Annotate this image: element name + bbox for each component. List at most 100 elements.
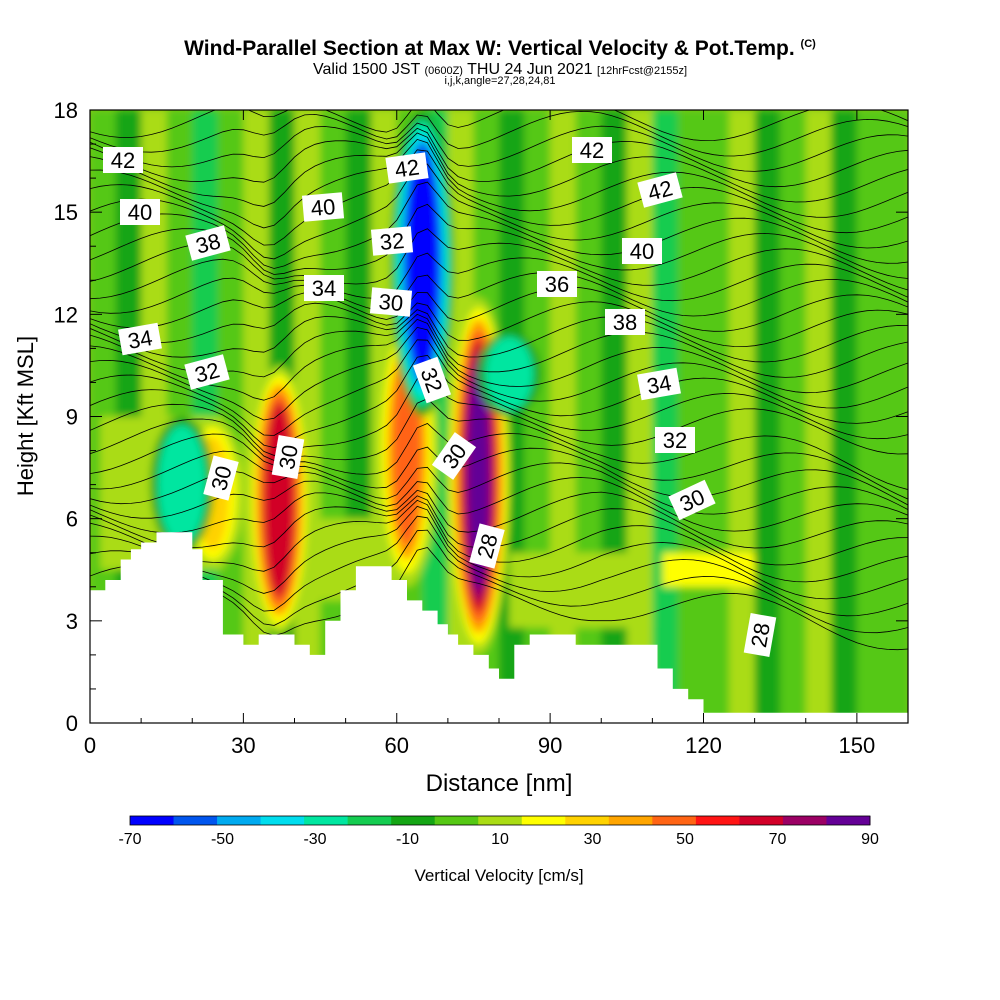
velocity-region (509, 552, 653, 628)
contour-label: 42 (103, 147, 143, 173)
velocity-stripe (652, 110, 679, 723)
contour-label: 30 (203, 455, 239, 501)
colorbar-tick-label: 70 (769, 831, 787, 848)
colorbar-swatch (565, 816, 610, 825)
pot-temp-contour (90, 301, 908, 348)
contour-label-text: 34 (126, 325, 154, 354)
velocity-stripe (780, 110, 807, 723)
contour-label: 32 (184, 354, 230, 390)
contour-label: 40 (301, 192, 345, 222)
y-tick-label: 6 (66, 507, 78, 532)
colorbar: -70 -50 -30 -10 10 30 50 70 90 (118, 815, 879, 848)
velocity-stripe (575, 110, 603, 723)
y-tick-label: 12 (54, 302, 78, 327)
pot-temp-contour (90, 181, 908, 269)
contour-label: 38 (605, 309, 645, 335)
title-copyright: (C) (800, 38, 816, 50)
pot-temp-contour (90, 138, 908, 229)
pot-temp-contour (90, 132, 908, 207)
contour-label-bg (637, 172, 683, 208)
y-tick-label: 0 (66, 711, 78, 736)
pot-temp-contour (90, 326, 908, 421)
x-tick-label: 90 (538, 733, 562, 758)
contour-label-bg (537, 271, 577, 297)
colorbar-swatch (130, 816, 175, 825)
terrain-profile (90, 532, 908, 723)
y-axis-label: Height [Kft MSL] (13, 336, 38, 496)
contour-label-text: 28 (746, 621, 775, 649)
downdraft-core (492, 342, 526, 406)
contour-label: 40 (120, 199, 160, 225)
contour-label-bg (655, 427, 695, 453)
pot-temp-contour (90, 354, 908, 449)
contour-label-text: 40 (630, 239, 654, 264)
contour-label: 32 (370, 226, 414, 256)
contour-label-bg (185, 225, 231, 261)
colorbar-swatch (826, 816, 871, 825)
contour-label: 28 (469, 523, 505, 569)
colorbar-swatch (521, 816, 566, 825)
contour-label: 36 (537, 271, 577, 297)
pot-temp-contour (90, 446, 908, 506)
chart-ijk-line: i,j,k,angle=27,28,24,81 (444, 75, 556, 87)
colorbar-tick-label: 30 (584, 831, 602, 848)
y-tick-label: 18 (54, 98, 78, 123)
chart-subtitle: Valid 1500 JST (0600Z) THU 24 Jun 2021 [… (0, 61, 1000, 79)
colorbar-tick-label: 90 (861, 831, 879, 848)
contour-label: 34 (304, 275, 344, 301)
colorbar-swatch (391, 816, 436, 825)
colorbar-swatch (652, 816, 697, 825)
y-tick-label: 15 (54, 200, 78, 225)
colorbar-tick-label: -10 (396, 831, 419, 848)
contour-label: 30 (369, 287, 413, 317)
velocity-stripe (677, 110, 705, 723)
contour-label-text: 42 (111, 148, 135, 173)
colorbar-tick-label: -30 (303, 831, 326, 848)
contour-label: 28 (743, 613, 777, 657)
pot-temp-contour (90, 374, 908, 456)
contour-label: 34 (118, 322, 162, 356)
pot-temp-contour (90, 127, 908, 188)
contour-label: 30 (271, 435, 305, 479)
contour-label-bg (369, 287, 413, 317)
contour-label-bg (118, 322, 162, 356)
contour-label-bg (301, 192, 345, 222)
contour-label-text: 36 (545, 272, 569, 297)
colorbar-tick-label: -70 (118, 831, 141, 848)
contour-label-bg (120, 199, 160, 225)
pot-temp-contour (90, 318, 908, 401)
pot-temp-contour (90, 122, 908, 172)
x-tick-label: 60 (385, 733, 409, 758)
colorbar-swatch (608, 816, 653, 825)
contour-label-bg (431, 432, 477, 480)
pot-temp-contours (90, 110, 908, 651)
contour-label-bg (622, 238, 662, 264)
contour-label-bg (271, 435, 305, 479)
x-tick-label: 150 (839, 733, 876, 758)
pot-temp-contour (90, 252, 908, 302)
pot-temp-contour (90, 515, 908, 617)
colorbar-swatch (260, 816, 305, 825)
pot-temp-contour (90, 110, 908, 142)
contour-label-bg (572, 137, 612, 163)
contour-label-bg (668, 479, 716, 521)
x-tick-label: 0 (84, 733, 96, 758)
y-tick-label: 3 (66, 609, 78, 634)
velocity-stripe (805, 110, 833, 723)
x-tick-label: 120 (685, 733, 722, 758)
contour-label: 38 (185, 225, 231, 261)
contour-label-bg (370, 226, 414, 256)
contour-label-bg (637, 367, 681, 401)
colorbar-swatch (304, 816, 349, 825)
contour-label-bg (184, 354, 230, 390)
colorbar-swatch (217, 816, 262, 825)
contour-label-bg (743, 613, 777, 657)
contour-label: 42 (572, 137, 612, 163)
pot-temp-contour (90, 286, 908, 332)
contour-label-text: 42 (393, 154, 421, 182)
subtitle-valid: Valid 1500 JST (312, 61, 420, 78)
contour-label-bg (605, 309, 645, 335)
velocity-stripe (856, 110, 884, 723)
contour-label-bg (385, 152, 429, 184)
